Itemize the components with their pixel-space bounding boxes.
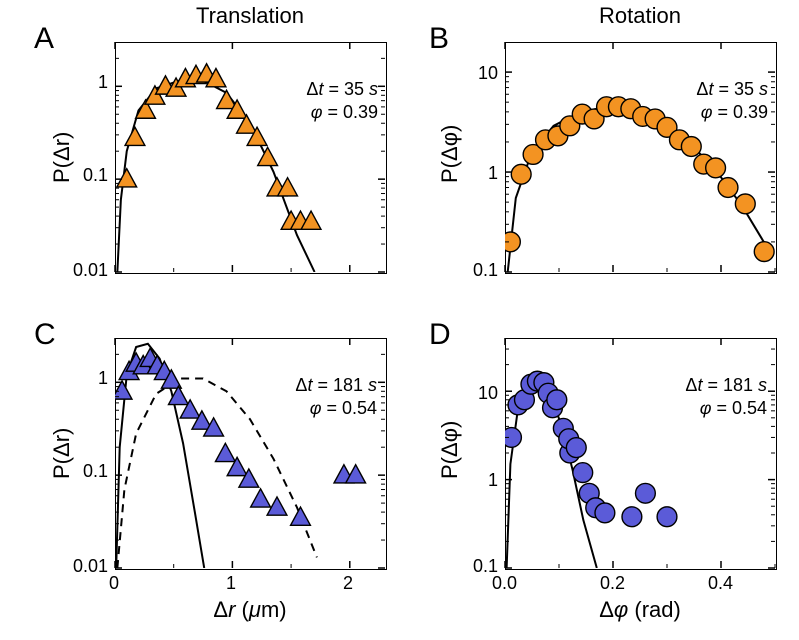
xtick-C-0: 0 (109, 573, 119, 594)
ytick-A-0: 0.01 (58, 260, 108, 281)
annot-A: Δt = 35 s φ = 0.39 (283, 78, 378, 123)
ytick-A-2: 1 (58, 72, 108, 93)
ytick-D-1: 1 (448, 470, 498, 491)
ytick-B-2: 10 (448, 63, 498, 84)
ytick-A-1: 0.1 (58, 165, 108, 186)
xtick-D-1: 0.2 (600, 573, 625, 594)
xlabel-right: Δφ (rad) (505, 597, 775, 623)
xlabel-left: Δr (μm) (115, 597, 385, 623)
ytick-C-2: 1 (58, 368, 108, 389)
col-title-translation: Translation (115, 3, 385, 29)
ytick-C-0: 0.01 (58, 556, 108, 577)
ytick-D-0: 0.1 (448, 556, 498, 577)
panel-letter-C: C (34, 318, 56, 352)
annot-B: Δt = 35 s φ = 0.39 (673, 78, 768, 123)
annot-D: Δt = 181 s φ = 0.54 (667, 374, 767, 419)
xtick-D-2: 0.4 (708, 573, 733, 594)
xtick-C-1: 1 (226, 573, 236, 594)
ytick-C-1: 0.1 (58, 461, 108, 482)
panel-letter-D: D (429, 318, 451, 352)
ytick-D-2: 10 (448, 383, 498, 404)
panel-letter-A: A (34, 22, 54, 56)
plot-svg-D (505, 338, 775, 568)
xtick-C-2: 2 (343, 573, 353, 594)
annot-C: Δt = 181 s φ = 0.54 (277, 374, 377, 419)
ytick-B-1: 1 (448, 163, 498, 184)
panel-letter-B: B (429, 22, 449, 56)
col-title-rotation: Rotation (505, 3, 775, 29)
figure-root: Translation Rotation A B C D P(Δr) 0.01 … (0, 0, 799, 640)
plot-svg-C (115, 338, 385, 568)
plot-svg-A (115, 42, 385, 272)
ytick-B-0: 0.1 (448, 260, 498, 281)
xtick-D-0: 0.0 (492, 573, 517, 594)
plot-svg-B (505, 42, 775, 272)
